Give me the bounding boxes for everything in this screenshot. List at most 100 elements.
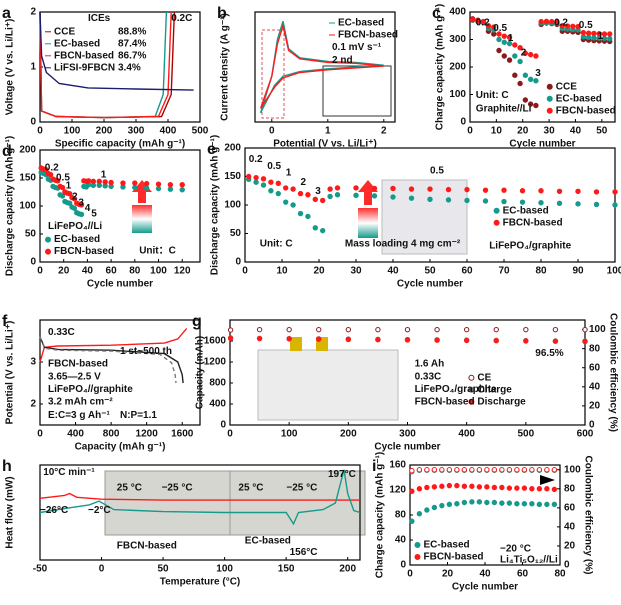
y-tick-label: 200 [19,145,36,156]
data-point [612,202,618,208]
data-point [501,33,507,39]
legend-label: CCE [556,81,577,92]
legend-marker [414,542,421,548]
annotation: 0.2 [249,154,263,165]
data-point [454,501,460,507]
data-point [390,194,396,200]
data-point [512,42,518,48]
annotation: Mass loading 4 mg cm⁻² [345,238,461,249]
data-point [538,200,544,206]
x-tick-label: 150 [278,564,295,575]
data-point [143,185,150,191]
legend-marker [45,236,51,243]
x-tick-label: 80 [535,266,547,277]
y-axis-label: Capacity (mAh) [195,336,206,409]
data-point [85,178,92,184]
x-tick-label: 0 [467,126,473,137]
annotation: FBCN-based [48,359,108,370]
annotation: −26°C [40,505,68,516]
x-axis-label: Specific capacity (mAh g⁻¹) [55,139,185,150]
data-point [491,24,497,30]
data-point [544,486,550,492]
x-tick-label: 1 [325,126,331,137]
data-line [39,469,361,526]
annotation: 3 [315,186,321,197]
x-tick-label: 20 [517,126,529,137]
x-axis-label: Potential (V vs. Li/Li⁺) [273,139,377,150]
annotation: LiFePO₄//Li [48,221,102,232]
data-point [552,338,559,344]
data-point [345,326,352,333]
legend-label: CCE [54,26,75,37]
data-point [464,197,470,204]
x-tick-label: 90 [572,266,584,277]
data-point [439,502,445,509]
data-point [519,188,526,194]
annotation: LiFePO₄/graphite [489,241,571,252]
plot-frame [39,319,201,426]
legend-marker [493,219,500,226]
data-point [499,484,505,491]
data-point [464,186,470,193]
panel-letter: h [2,458,12,475]
data-point [132,180,138,186]
data-point [439,467,445,473]
data-point [591,35,597,41]
x-tick-label: 50 [596,126,608,137]
data-point [527,101,534,107]
y-tick-label: 300 [449,34,466,45]
panel-letter: f [2,313,8,330]
data-point [554,19,560,25]
data-point [286,336,292,342]
data-point [469,499,475,505]
annotation: 0.1 mV s⁻¹ [332,42,382,53]
data-point [275,190,281,197]
annotation: FBCN-based [415,397,475,408]
data-point [551,501,558,508]
photo [381,179,468,255]
annotation: Li₄Ti₅O₁₂//Li [500,555,558,566]
inset-frame [322,65,392,117]
data-point [434,326,440,333]
decorations [104,29,555,536]
data-point [521,467,528,473]
data-point [59,184,66,191]
y-tick-label: 50 [230,228,242,239]
x-tick-label: 500 [517,429,534,440]
data-point [78,211,85,218]
data-point [529,467,535,473]
data-point [427,196,433,203]
x-tick-label: 400 [458,429,475,440]
data-point [305,213,311,220]
y-tick-label: 200 [449,62,466,73]
data-line [39,11,194,91]
annotation: 1 [66,180,72,191]
x-axis-label: Cycle number [452,582,518,593]
x-tick-label: 0 [227,429,233,440]
data-point [514,467,520,473]
y-axis-label: Heat flow (mW) [5,476,16,548]
annotation: 0.5 [579,20,593,31]
data-point [353,185,359,191]
y2-tick-label: 80 [564,483,576,494]
y2-tick-label: 40 [589,381,601,392]
x-tick-label: 40 [570,126,582,137]
data-point [514,501,520,507]
data-point [463,337,470,344]
x-tick-label: 500 [192,126,209,137]
y2-tick-label: 100 [589,324,606,335]
annotation: 1 [508,33,514,44]
data-point [461,483,468,489]
data-point [499,467,505,473]
annotation: 2 [72,192,78,203]
data-point [522,72,529,78]
panel-letter: c [432,5,441,22]
data-point [527,51,534,58]
x-tick-label: 200 [340,429,357,440]
legend-ice: 87.4% [118,38,146,49]
data-point [409,488,415,494]
data-point [469,483,475,489]
y-axis-label: Discharge capacity (mAh g⁻¹) [5,136,16,276]
data-point [446,482,453,489]
annotation: 0.2 [554,18,568,29]
